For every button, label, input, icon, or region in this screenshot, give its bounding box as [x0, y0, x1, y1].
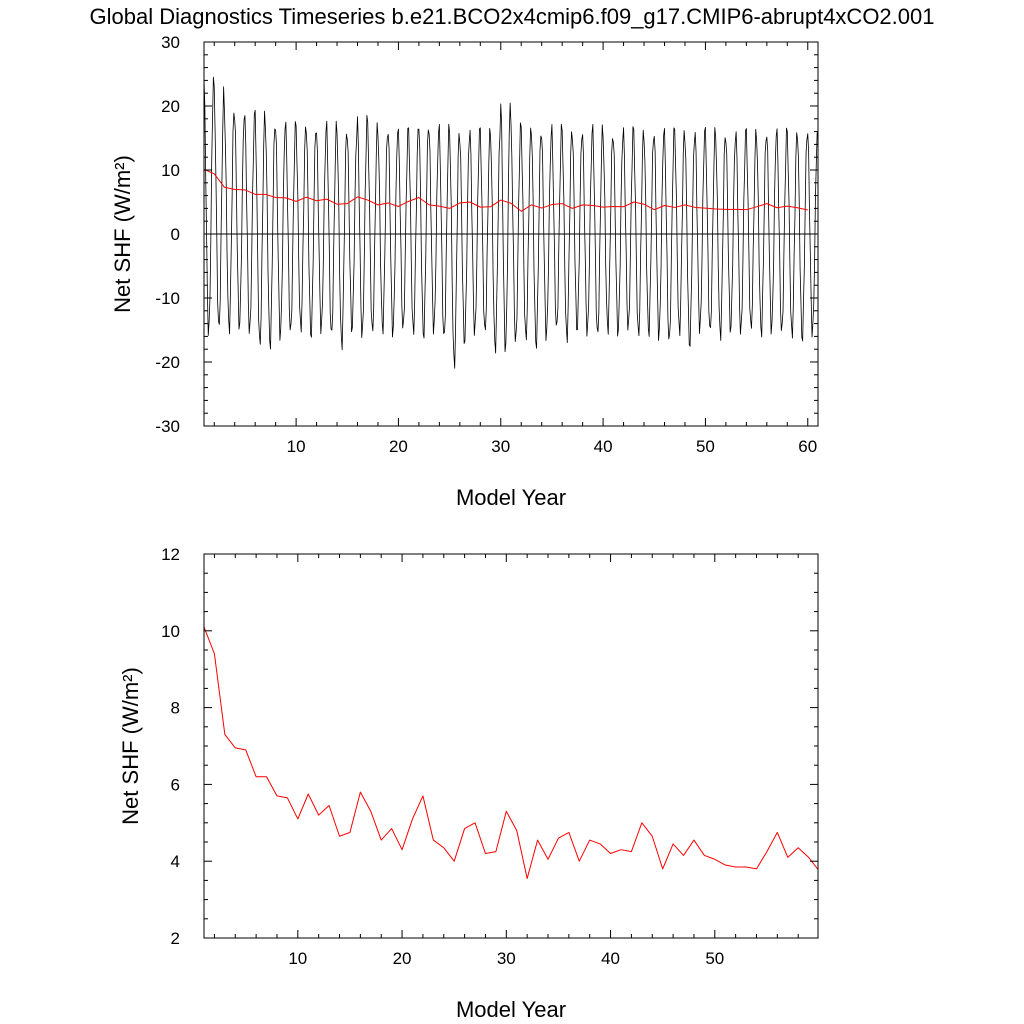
bottom-y-tick-label: 12	[161, 545, 180, 564]
top-y-tick-label: -20	[155, 353, 180, 372]
bottom-y-tick-label: 6	[171, 775, 180, 794]
top-y-tick-label: -10	[155, 289, 180, 308]
bottom-y-tick-label: 8	[171, 699, 180, 718]
bottom-x-tick-label: 50	[705, 949, 724, 968]
top-x-tick-label: 60	[798, 437, 817, 456]
figure-title: Global Diagnostics Timeseries b.e21.BCO2…	[90, 4, 935, 29]
top-x-tick-label: 40	[594, 437, 613, 456]
bottom-panel: 10 20 30 40 50 2 4 6 8 10 12 Model Year Net SHF (W…	[118, 545, 819, 1022]
bottom-x-tick-label: 40	[601, 949, 620, 968]
top-series-monthly-line	[204, 76, 818, 369]
bottom-y-tick-label: 10	[161, 622, 180, 641]
top-y-tick-label: 30	[161, 33, 180, 52]
bottom-y-tick-label: 4	[171, 852, 180, 871]
top-y-tick-label: -30	[155, 417, 180, 436]
bottom-x-axis-label: Model Year	[456, 997, 566, 1022]
top-series-annual-mean-line	[204, 168, 808, 212]
top-x-axis-label: Model Year	[456, 485, 566, 510]
top-y-tick-label: 10	[161, 161, 180, 180]
bottom-x-tick-label: 10	[288, 949, 307, 968]
top-y-tick-label: 0	[171, 225, 180, 244]
bottom-plot-frame	[203, 553, 819, 939]
top-x-tick-label: 10	[287, 437, 306, 456]
top-x-tick-label: 30	[491, 437, 510, 456]
bottom-x-tick-label: 30	[497, 949, 516, 968]
top-y-axis-label: Net SHF (W/m²)	[110, 155, 135, 313]
bottom-y-tick-label: 2	[171, 929, 180, 948]
top-x-tick-label: 20	[389, 437, 408, 456]
top-x-tick-label: 50	[696, 437, 715, 456]
top-y-tick-label: 20	[161, 97, 180, 116]
bottom-series-annual-mean-line	[204, 626, 818, 879]
bottom-x-tick-label: 20	[393, 949, 412, 968]
bottom-y-axis-label: Net SHF (W/m²)	[118, 667, 143, 825]
